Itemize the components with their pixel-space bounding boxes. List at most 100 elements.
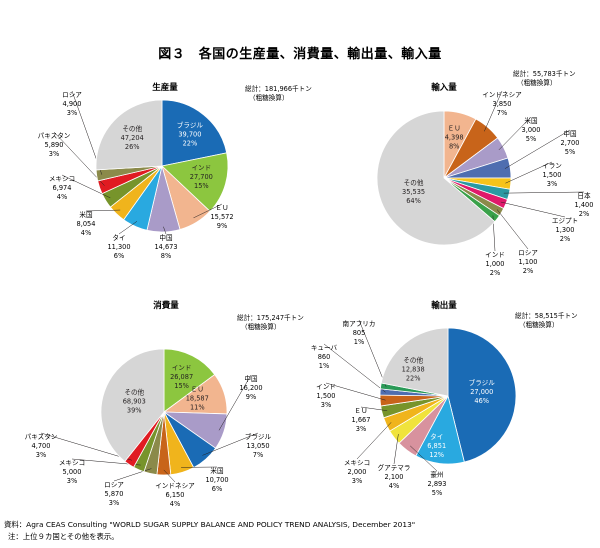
slice-label-text: 6,851 [427, 442, 446, 450]
slice-label-text: 3% [356, 425, 366, 433]
slice-label-text: 10,700 [205, 476, 228, 484]
slice-label-text: エジプト [552, 217, 578, 225]
slice-label-text: 7% [253, 451, 263, 459]
slice-label-text: ロシア [104, 481, 124, 489]
slice-label-text: 6% [212, 485, 222, 493]
leader-line [410, 445, 438, 472]
slice-label-text: 8% [161, 252, 171, 260]
pie-slice [376, 110, 496, 246]
chart-title: 輸入量 [431, 82, 457, 93]
leader-line [163, 469, 176, 483]
slice-label-text: タイ [112, 233, 125, 242]
source-note: 資料：Agra CEAS Consulting "WORLD SUGAR SUP… [4, 520, 415, 529]
total-label: 総計：175,247千トン [237, 313, 304, 322]
leader-line [503, 191, 585, 194]
slice-label-text: 中国 [244, 374, 258, 383]
slice-label-text: 3% [321, 401, 331, 409]
slice-label-text: 16,200 [239, 384, 262, 392]
leader-line [358, 319, 387, 387]
slice-label-text: 47,204 [121, 134, 144, 142]
slice-label-text: パキスタン [25, 432, 58, 441]
slice-label-text: 11% [190, 403, 205, 411]
slice-label-text: 2% [579, 210, 589, 218]
slice-label-text: 9% [217, 222, 227, 230]
total-label: 総計：58,515千トン [515, 311, 578, 320]
slice-label-text: 豪州 [430, 470, 443, 479]
slice-label-text: メキシコ [59, 459, 85, 467]
slice-label-text: インド [172, 364, 192, 372]
pie-slice [161, 99, 228, 167]
slice-label-text: 5% [526, 135, 536, 143]
slice-label-text: 15% [174, 382, 189, 390]
slice-label-text: 4% [81, 229, 91, 237]
leader-line [323, 343, 386, 393]
slice-label-text: 39,700 [178, 130, 201, 138]
leader-line [40, 432, 132, 461]
pie-slice [447, 327, 517, 463]
leader-line [484, 90, 503, 132]
footnote: 注：上位９カ国とその他を表示。 [8, 532, 119, 541]
slice-label-text: メキシコ [344, 459, 370, 467]
total-label: 総計：181,966千トン [245, 84, 312, 93]
slice-label-text: 3% [67, 109, 77, 117]
leader-line [500, 201, 566, 218]
leader-line [498, 116, 532, 151]
slice-label-text: ブラジル [245, 432, 272, 441]
total-label: （粗糖換算） [241, 322, 281, 331]
slice-label-text: ブラジル [469, 378, 496, 387]
total-label: （粗糖換算） [519, 320, 559, 329]
slice-label-text: 22% [183, 139, 198, 147]
slice-label-text: 18,587 [186, 394, 209, 402]
slice-label-text: 2,893 [428, 480, 447, 488]
slice-label-text: 35,535 [402, 188, 425, 196]
slice-label-text: 3,850 [493, 100, 512, 108]
slice-label-text: インドネシア [482, 91, 522, 99]
slice-label-text: 3% [547, 180, 557, 188]
slice-label-text: キューバ [311, 344, 338, 352]
slice-label-text: 46% [474, 397, 489, 405]
slice-label-text: 2% [523, 267, 533, 275]
slice-label-text: 3% [49, 150, 59, 158]
slice-label-text: その他 [404, 178, 424, 187]
slice-label-text: 3,000 [522, 126, 541, 134]
slice-label-text: 8% [449, 143, 459, 151]
leader-line [61, 174, 111, 199]
slice-label-text: 1% [354, 338, 364, 346]
slice-label-text: ＥＵ [354, 407, 367, 415]
slice-label-text: ＥＵ [215, 204, 228, 212]
slice-label-text: 5% [565, 148, 575, 156]
total-label: （粗糖換算） [249, 93, 289, 102]
slice-label-text: 1,000 [486, 260, 505, 268]
slice-label-text: 7% [497, 109, 507, 117]
chart-title: 輸出量 [431, 300, 457, 311]
slice-label-text: その他 [124, 388, 144, 397]
leader-line [53, 131, 105, 186]
slice-label-text: 1% [319, 362, 329, 370]
slice-label-text: 中国 [159, 233, 173, 242]
chart-title: 生産量 [152, 82, 178, 93]
slice-label-text: 3% [36, 451, 46, 459]
slice-label-text: グアテマラ [378, 463, 411, 472]
slice-label-text: 64% [406, 197, 421, 205]
